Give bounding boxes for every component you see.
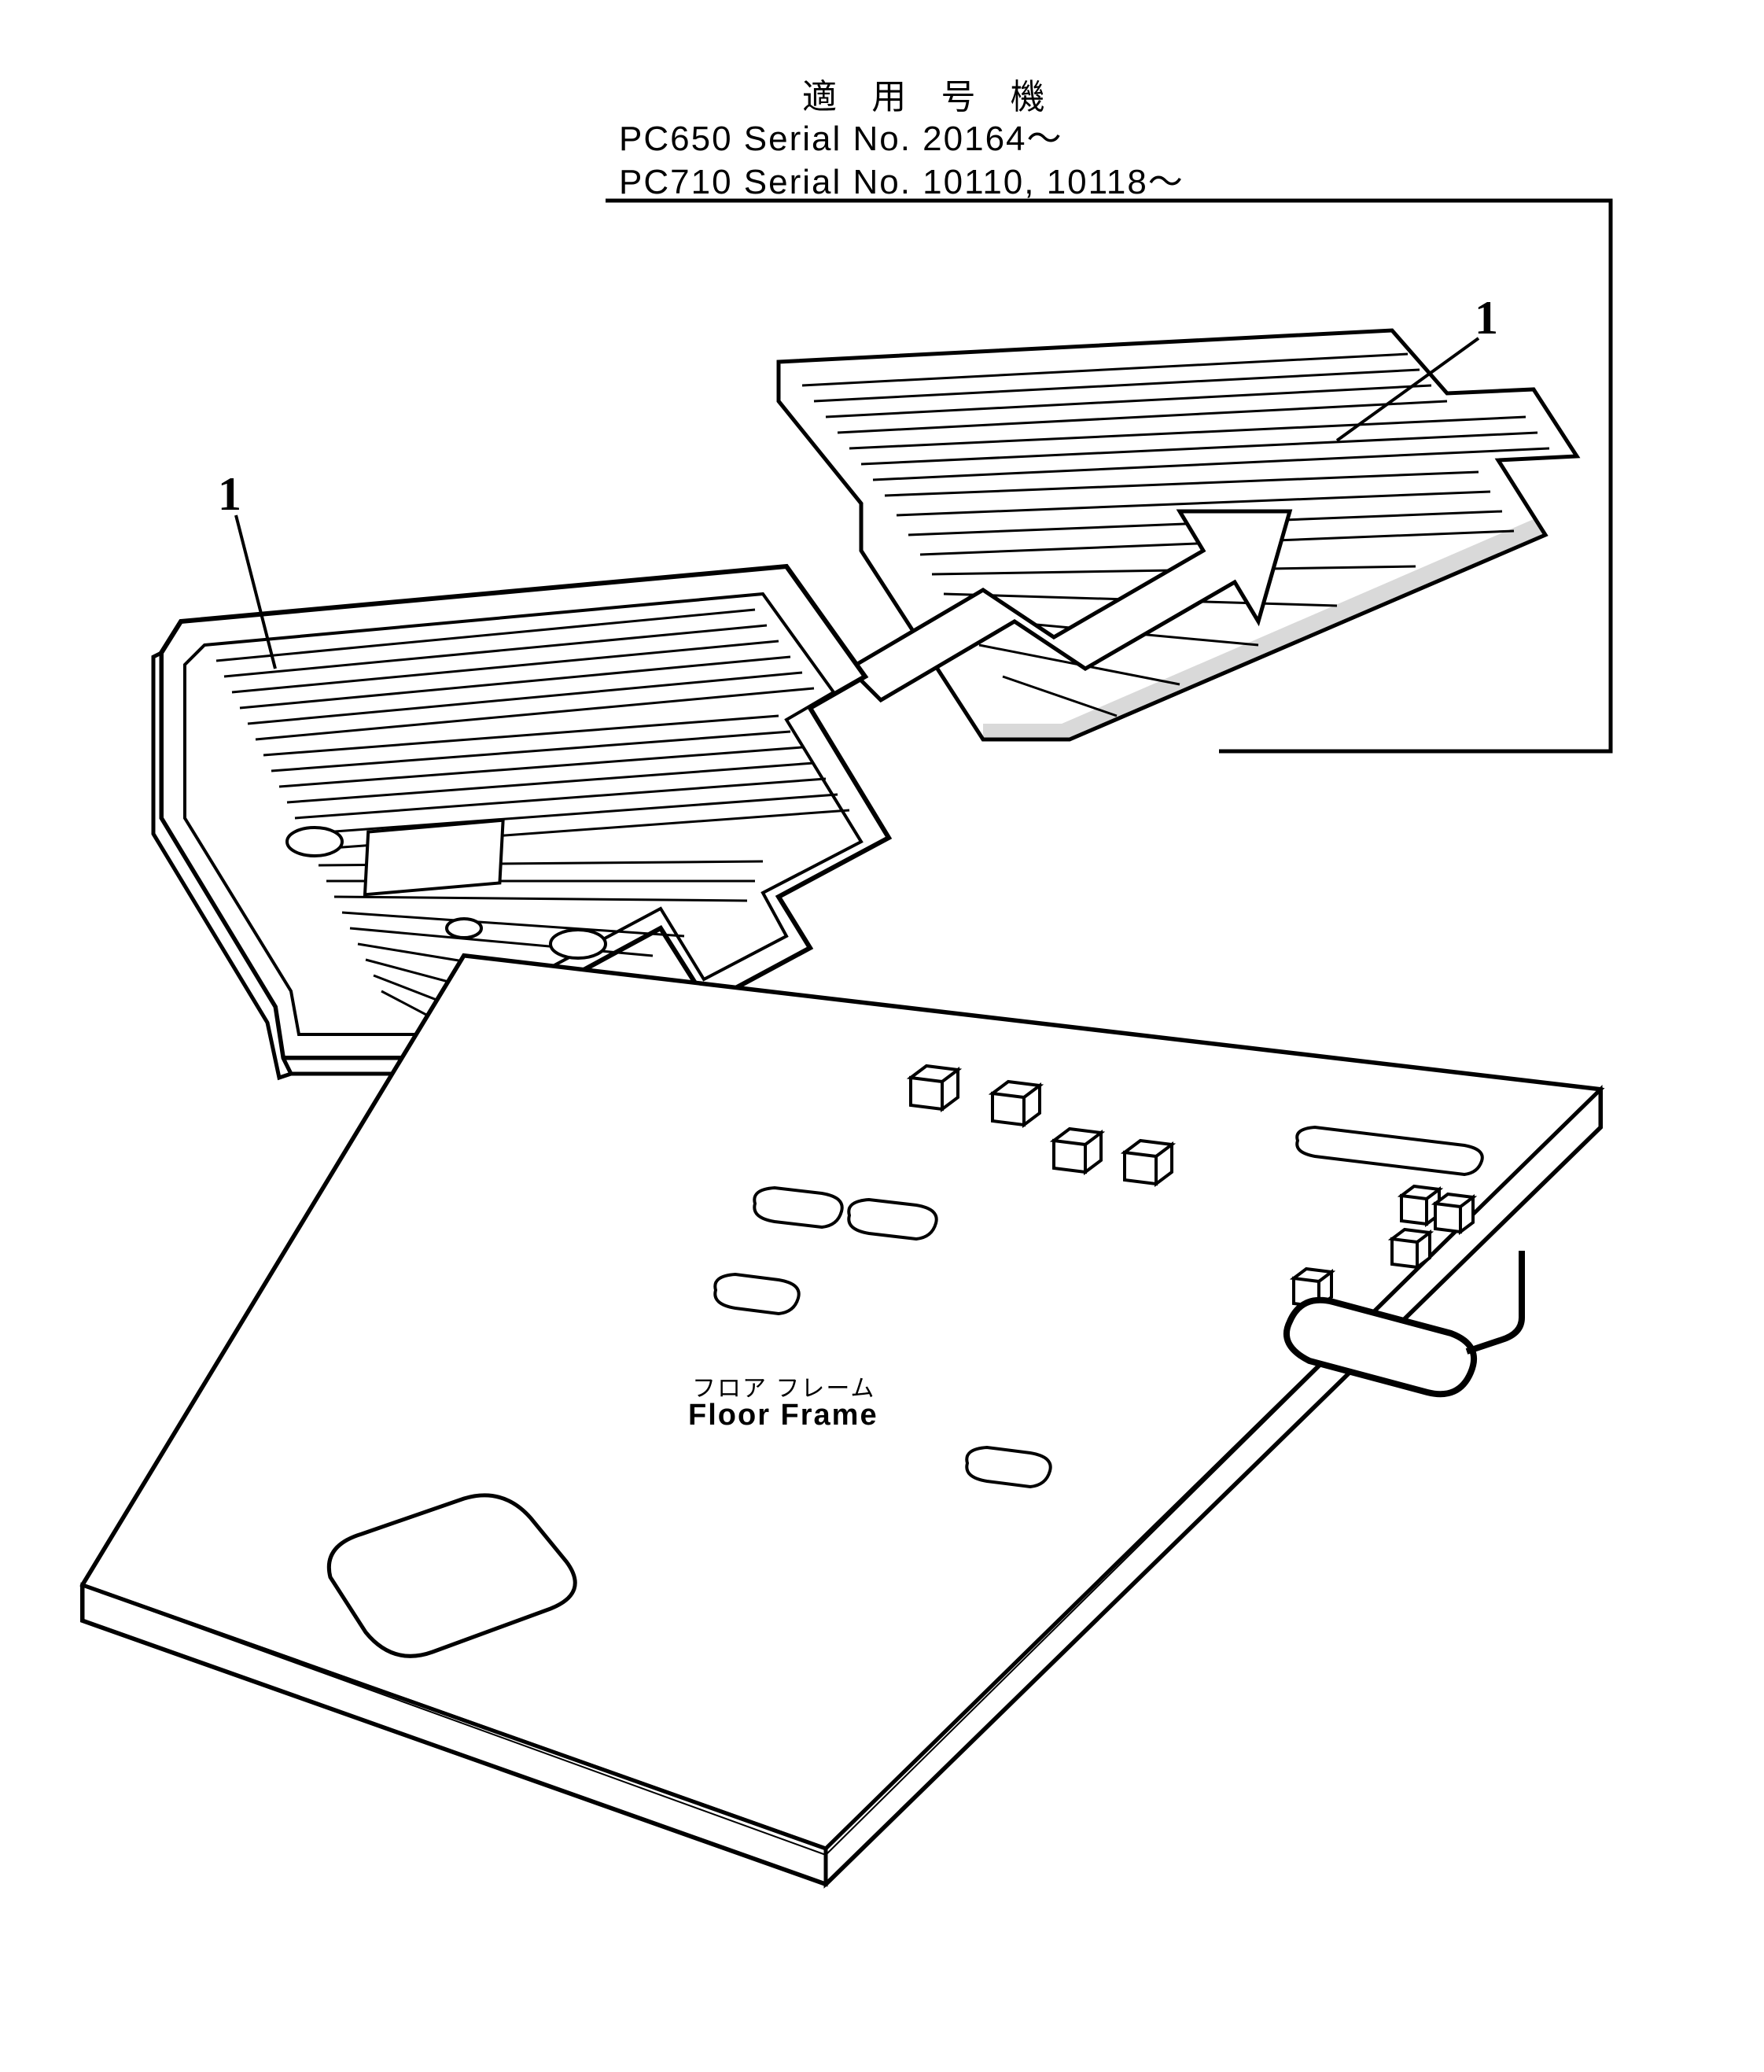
diagram-svg <box>0 0 1764 2072</box>
floor-frame-label-en: Floor Frame <box>688 1399 878 1432</box>
parts-diagram: 適 用 号 機 PC650 Serial No. 20164～ PC710 Se… <box>0 0 1764 2072</box>
serial-line-2: PC710 Serial No. 10110, 10118～ <box>619 153 1184 204</box>
callout-1-left: 1 <box>218 467 241 522</box>
callout-1-right: 1 <box>1475 291 1498 345</box>
